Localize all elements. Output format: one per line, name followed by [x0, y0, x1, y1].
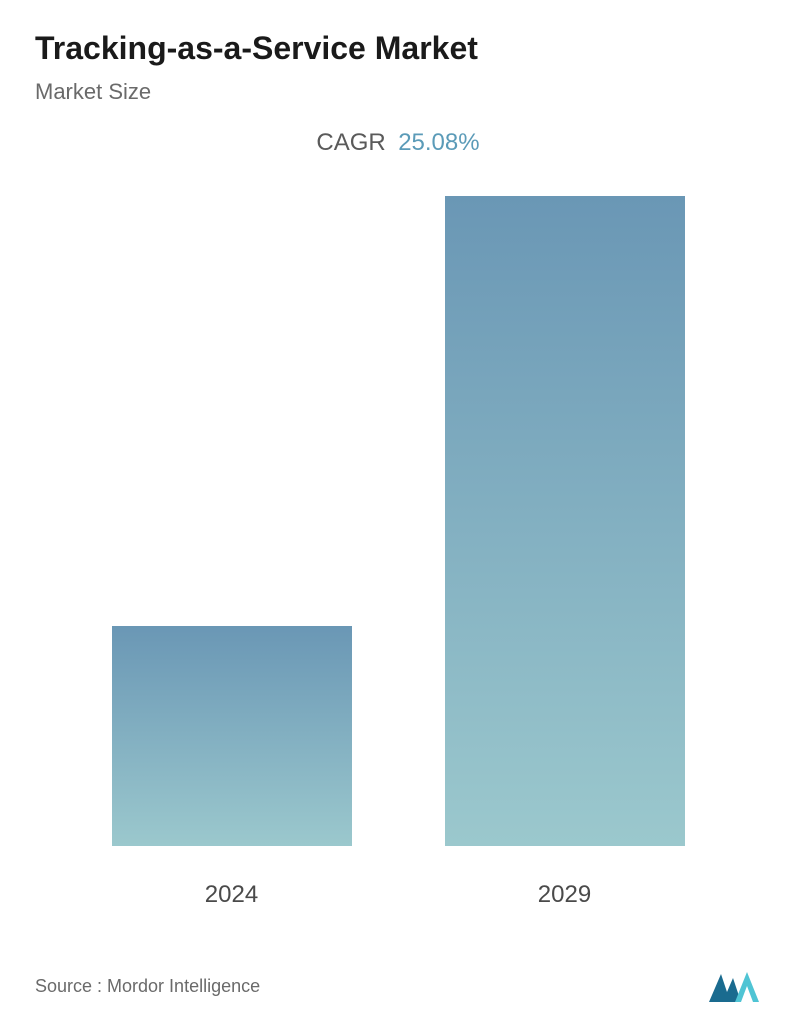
source-text: Source : Mordor Intelligence — [35, 976, 260, 997]
mordor-logo-icon — [707, 968, 761, 1004]
bars-container — [65, 177, 731, 847]
bar-group-2 — [415, 196, 715, 846]
chart-area: 2024 2029 — [65, 177, 731, 897]
cagr-value: 25.08% — [398, 129, 479, 156]
x-axis-labels: 2024 2029 — [65, 863, 731, 909]
footer: Source : Mordor Intelligence — [35, 968, 761, 1004]
chart-subtitle: Market Size — [35, 79, 761, 105]
chart-title: Tracking-as-a-Service Market — [35, 30, 761, 67]
cagr-container: CAGR 25.08% — [35, 129, 761, 157]
logo-svg — [707, 968, 761, 1004]
bar-2029 — [445, 196, 685, 846]
x-label-2029: 2029 — [538, 881, 591, 909]
bar-2024 — [112, 626, 352, 846]
x-label-2024: 2024 — [205, 881, 258, 909]
cagr-label: CAGR — [316, 129, 385, 156]
bar-group-1 — [82, 626, 382, 846]
